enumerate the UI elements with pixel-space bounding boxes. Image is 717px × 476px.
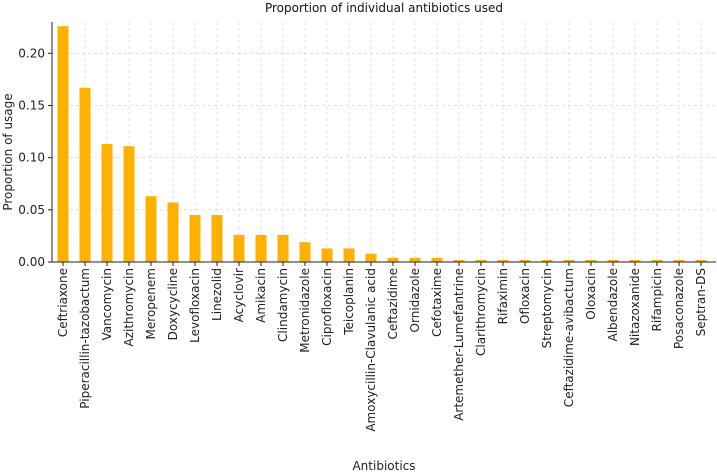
x-tick-label: Ceftazidime-avibactum bbox=[562, 268, 576, 407]
y-tick-label: 0.10 bbox=[18, 151, 45, 165]
x-tick-label: Ceftriaxone bbox=[56, 268, 70, 337]
x-tick-label: Septran-DS bbox=[694, 268, 708, 336]
x-axis-title: Antibiotics bbox=[352, 459, 415, 473]
x-tick-label: Doxycycline bbox=[166, 268, 180, 340]
x-tick-label: Meropenem bbox=[144, 268, 158, 339]
x-tick-label: Artemether-Lumefantrine bbox=[452, 268, 466, 421]
bar-piperacillin-tazobactum bbox=[79, 87, 91, 262]
bar-layer bbox=[57, 26, 707, 262]
bar-clarithromycin bbox=[475, 259, 487, 262]
bar-acyclovir bbox=[233, 234, 245, 262]
x-tick-layer: Ceftriaxone Piperacillin-tazobactum Vancom… bbox=[56, 262, 708, 432]
x-tick-label: Rifampicin bbox=[650, 268, 664, 331]
bar-ornidazole bbox=[409, 257, 421, 262]
x-tick-label: Ornidazole bbox=[408, 268, 422, 332]
x-tick-label: Clindamycin bbox=[276, 268, 290, 342]
chart-title: Proportion of individual antibiotics use… bbox=[265, 1, 503, 15]
y-axis-title: Proportion of usage bbox=[1, 93, 15, 210]
x-tick-label: Metronidazole bbox=[298, 268, 312, 353]
x-tick-label: Ofloxacin bbox=[518, 268, 532, 324]
y-tick-label: 0.15 bbox=[18, 98, 45, 112]
bar-amikacin bbox=[255, 234, 267, 262]
x-tick-label: Rifaximin bbox=[496, 268, 510, 324]
x-tick-label: Piperacillin-tazobactum bbox=[78, 268, 92, 409]
bar-doxycycline bbox=[167, 202, 179, 262]
bar-clindamycin bbox=[277, 234, 289, 262]
bar-ofloxacin bbox=[519, 259, 531, 262]
x-tick-label: Streptomycin bbox=[540, 268, 554, 348]
x-tick-label: Nitazoxanide bbox=[628, 268, 642, 346]
x-tick-label: Amikacin bbox=[254, 268, 268, 323]
y-tick-layer: 0.00 0.05 0.10 0.15 0.20 bbox=[18, 46, 52, 269]
bar-cefotaxime bbox=[431, 257, 443, 262]
x-tick-label: Azithromycin bbox=[122, 268, 136, 347]
bar-streptomycin bbox=[541, 259, 553, 262]
x-tick-label: Amoxycillin-Clavulanic acid bbox=[364, 268, 378, 432]
axis-layer bbox=[51, 22, 716, 263]
x-tick-label: Linezolid bbox=[210, 268, 224, 321]
y-tick-label: 0.00 bbox=[18, 255, 45, 269]
bar-ceftazidime-avibactum bbox=[563, 259, 575, 262]
bar-rifampicin bbox=[651, 259, 663, 262]
bar-levofloxacin bbox=[189, 215, 201, 262]
bar-albendazole bbox=[607, 259, 619, 262]
bar-linezolid bbox=[211, 215, 223, 262]
bar-ciprofloxacin bbox=[321, 248, 333, 262]
bar-ceftazidime bbox=[387, 257, 399, 262]
x-tick-label: Oloxacin bbox=[584, 268, 598, 320]
bar-septran-ds bbox=[695, 259, 707, 262]
bar-amoxycillin-clavulanic-acid bbox=[365, 253, 377, 262]
x-tick-label: Vancomycin bbox=[100, 268, 114, 341]
bar-nitazoxanide bbox=[629, 259, 641, 262]
x-tick-label: Teicoplanin bbox=[342, 268, 356, 336]
bar-azithromycin bbox=[123, 146, 135, 262]
bar-posaconazole bbox=[673, 259, 685, 262]
bar-vancomycin bbox=[101, 144, 113, 262]
bar-artemether-lumefantrine bbox=[453, 259, 465, 262]
x-tick-label: Cefotaxime bbox=[430, 268, 444, 337]
x-tick-label: Levofloxacin bbox=[188, 268, 202, 343]
x-tick-label: Albendazole bbox=[606, 268, 620, 341]
x-tick-label: Clarithromycin bbox=[474, 268, 488, 356]
y-tick-label: 0.05 bbox=[18, 203, 45, 217]
bar-ceftriaxone bbox=[57, 26, 69, 262]
x-tick-label: Acyclovir bbox=[232, 268, 246, 322]
x-tick-label: Ceftazidime bbox=[386, 268, 400, 340]
bar-oloxacin bbox=[585, 259, 597, 262]
bar-meropenem bbox=[145, 196, 157, 262]
bar-rifaximin bbox=[497, 259, 509, 262]
y-tick-label: 0.20 bbox=[18, 46, 45, 60]
x-tick-label: Ciprofloxacin bbox=[320, 268, 334, 346]
x-tick-label: Posaconazole bbox=[672, 268, 686, 349]
bar-teicoplanin bbox=[343, 248, 355, 262]
bar-metronidazole bbox=[299, 242, 311, 262]
